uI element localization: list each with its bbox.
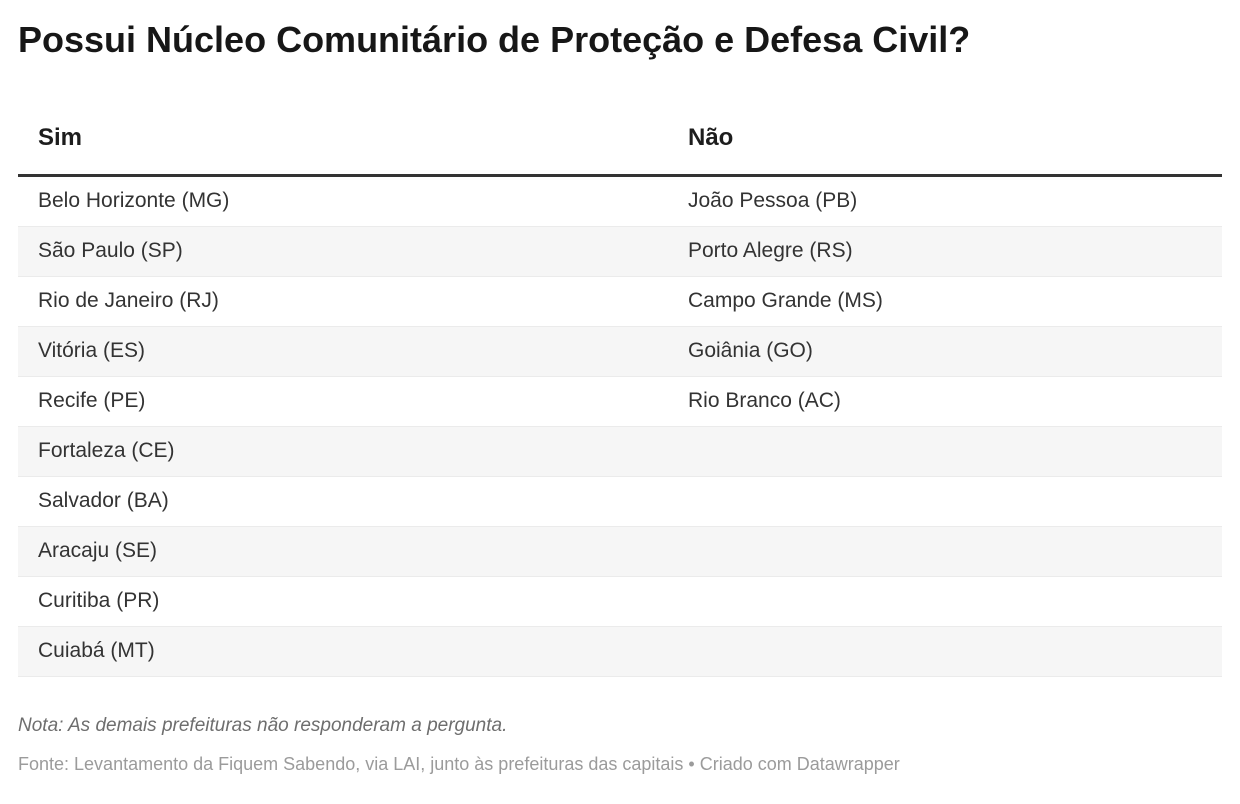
table-cell: Belo Horizonte (MG) <box>18 175 668 227</box>
table-cell: Goiânia (GO) <box>668 326 1222 377</box>
table-cell: Cuiabá (MT) <box>18 626 668 677</box>
column-header-nao: Não <box>668 124 1222 177</box>
table-cell: São Paulo (SP) <box>18 226 668 277</box>
table-cell <box>668 426 1222 477</box>
table-cell: Fortaleza (CE) <box>18 426 668 477</box>
table-cell: Salvador (BA) <box>18 476 668 527</box>
table-row: Recife (PE) Rio Branco (AC) <box>18 376 1222 427</box>
table-cell: Rio de Janeiro (RJ) <box>18 276 668 327</box>
table-cell: Recife (PE) <box>18 376 668 427</box>
chart-title: Possui Núcleo Comunitário de Proteção e … <box>18 19 971 60</box>
table-row: Aracaju (SE) <box>18 526 1222 577</box>
table-row: Vitória (ES) Goiânia (GO) <box>18 326 1222 377</box>
table-cell <box>668 526 1222 577</box>
datawrapper-table-chart: Possui Núcleo Comunitário de Proteção e … <box>18 19 1222 774</box>
table-cell: Aracaju (SE) <box>18 526 668 577</box>
table-cell: João Pessoa (PB) <box>668 175 1222 227</box>
column-header-sim: Sim <box>18 124 668 177</box>
table-row: Rio de Janeiro (RJ) Campo Grande (MS) <box>18 276 1222 327</box>
table-cell: Campo Grande (MS) <box>668 276 1222 327</box>
data-table: Sim Não Belo Horizonte (MG) João Pessoa (… <box>18 124 1222 677</box>
table-row: Cuiabá (MT) <box>18 626 1222 677</box>
table-row: São Paulo (SP) Porto Alegre (RS) <box>18 226 1222 277</box>
table-cell: Curitiba (PR) <box>18 576 668 627</box>
table-cell: Vitória (ES) <box>18 326 668 377</box>
table-row: Curitiba (PR) <box>18 576 1222 627</box>
chart-note: Nota: As demais prefeituras não responde… <box>18 714 508 736</box>
table-cell <box>668 476 1222 527</box>
table-cell <box>668 576 1222 627</box>
table-cell: Rio Branco (AC) <box>668 376 1222 427</box>
table-cell: Porto Alegre (RS) <box>668 226 1222 277</box>
table-row: Fortaleza (CE) <box>18 426 1222 477</box>
table-body: Belo Horizonte (MG) João Pessoa (PB) São P… <box>18 175 1222 677</box>
table-row: Belo Horizonte (MG) João Pessoa (PB) <box>18 175 1222 227</box>
table-cell <box>668 626 1222 677</box>
chart-source: Fonte: Levantamento da Fiquem Sabendo, v… <box>18 753 900 774</box>
table-header-row: Sim Não <box>18 124 1222 177</box>
table-row: Salvador (BA) <box>18 476 1222 527</box>
